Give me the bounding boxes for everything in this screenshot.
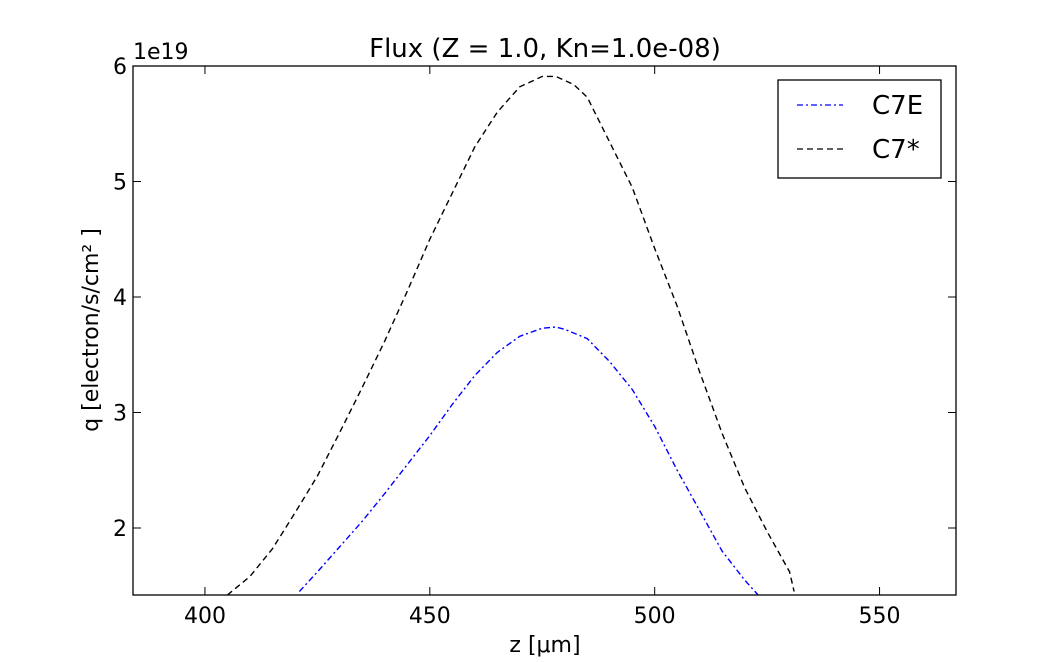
legend-label-c7star: C7*: [872, 135, 920, 165]
y-offset-label: 1e19: [133, 40, 189, 65]
x-axis-label: z [μm]: [509, 633, 580, 658]
series-line-c7star: [226, 75, 795, 595]
y-ticks: 2 3 4 5 6: [113, 55, 956, 542]
y-tick-label: 6: [113, 55, 127, 80]
x-tick-label: 400: [184, 604, 226, 629]
x-tick-label: 450: [409, 604, 451, 629]
series-layer: [226, 75, 795, 595]
y-tick-label: 3: [113, 402, 127, 427]
x-tick-label: 500: [634, 604, 676, 629]
y-tick-label: 2: [113, 517, 127, 542]
y-tick-label: 5: [113, 171, 127, 196]
x-ticks: 400 450 500 550: [184, 66, 901, 629]
legend-box: [777, 79, 942, 179]
legend-label-c7e: C7E: [872, 91, 923, 121]
plot-frame: [132, 65, 957, 596]
y-axis-label: q [electron/s/cm² ]: [79, 228, 104, 432]
chart-title: Flux (Z = 1.0, Kn=1.0e-08): [369, 34, 721, 64]
y-tick-label: 4: [113, 286, 127, 311]
x-tick-label: 550: [859, 604, 901, 629]
legend: C7E C7*: [777, 79, 942, 179]
